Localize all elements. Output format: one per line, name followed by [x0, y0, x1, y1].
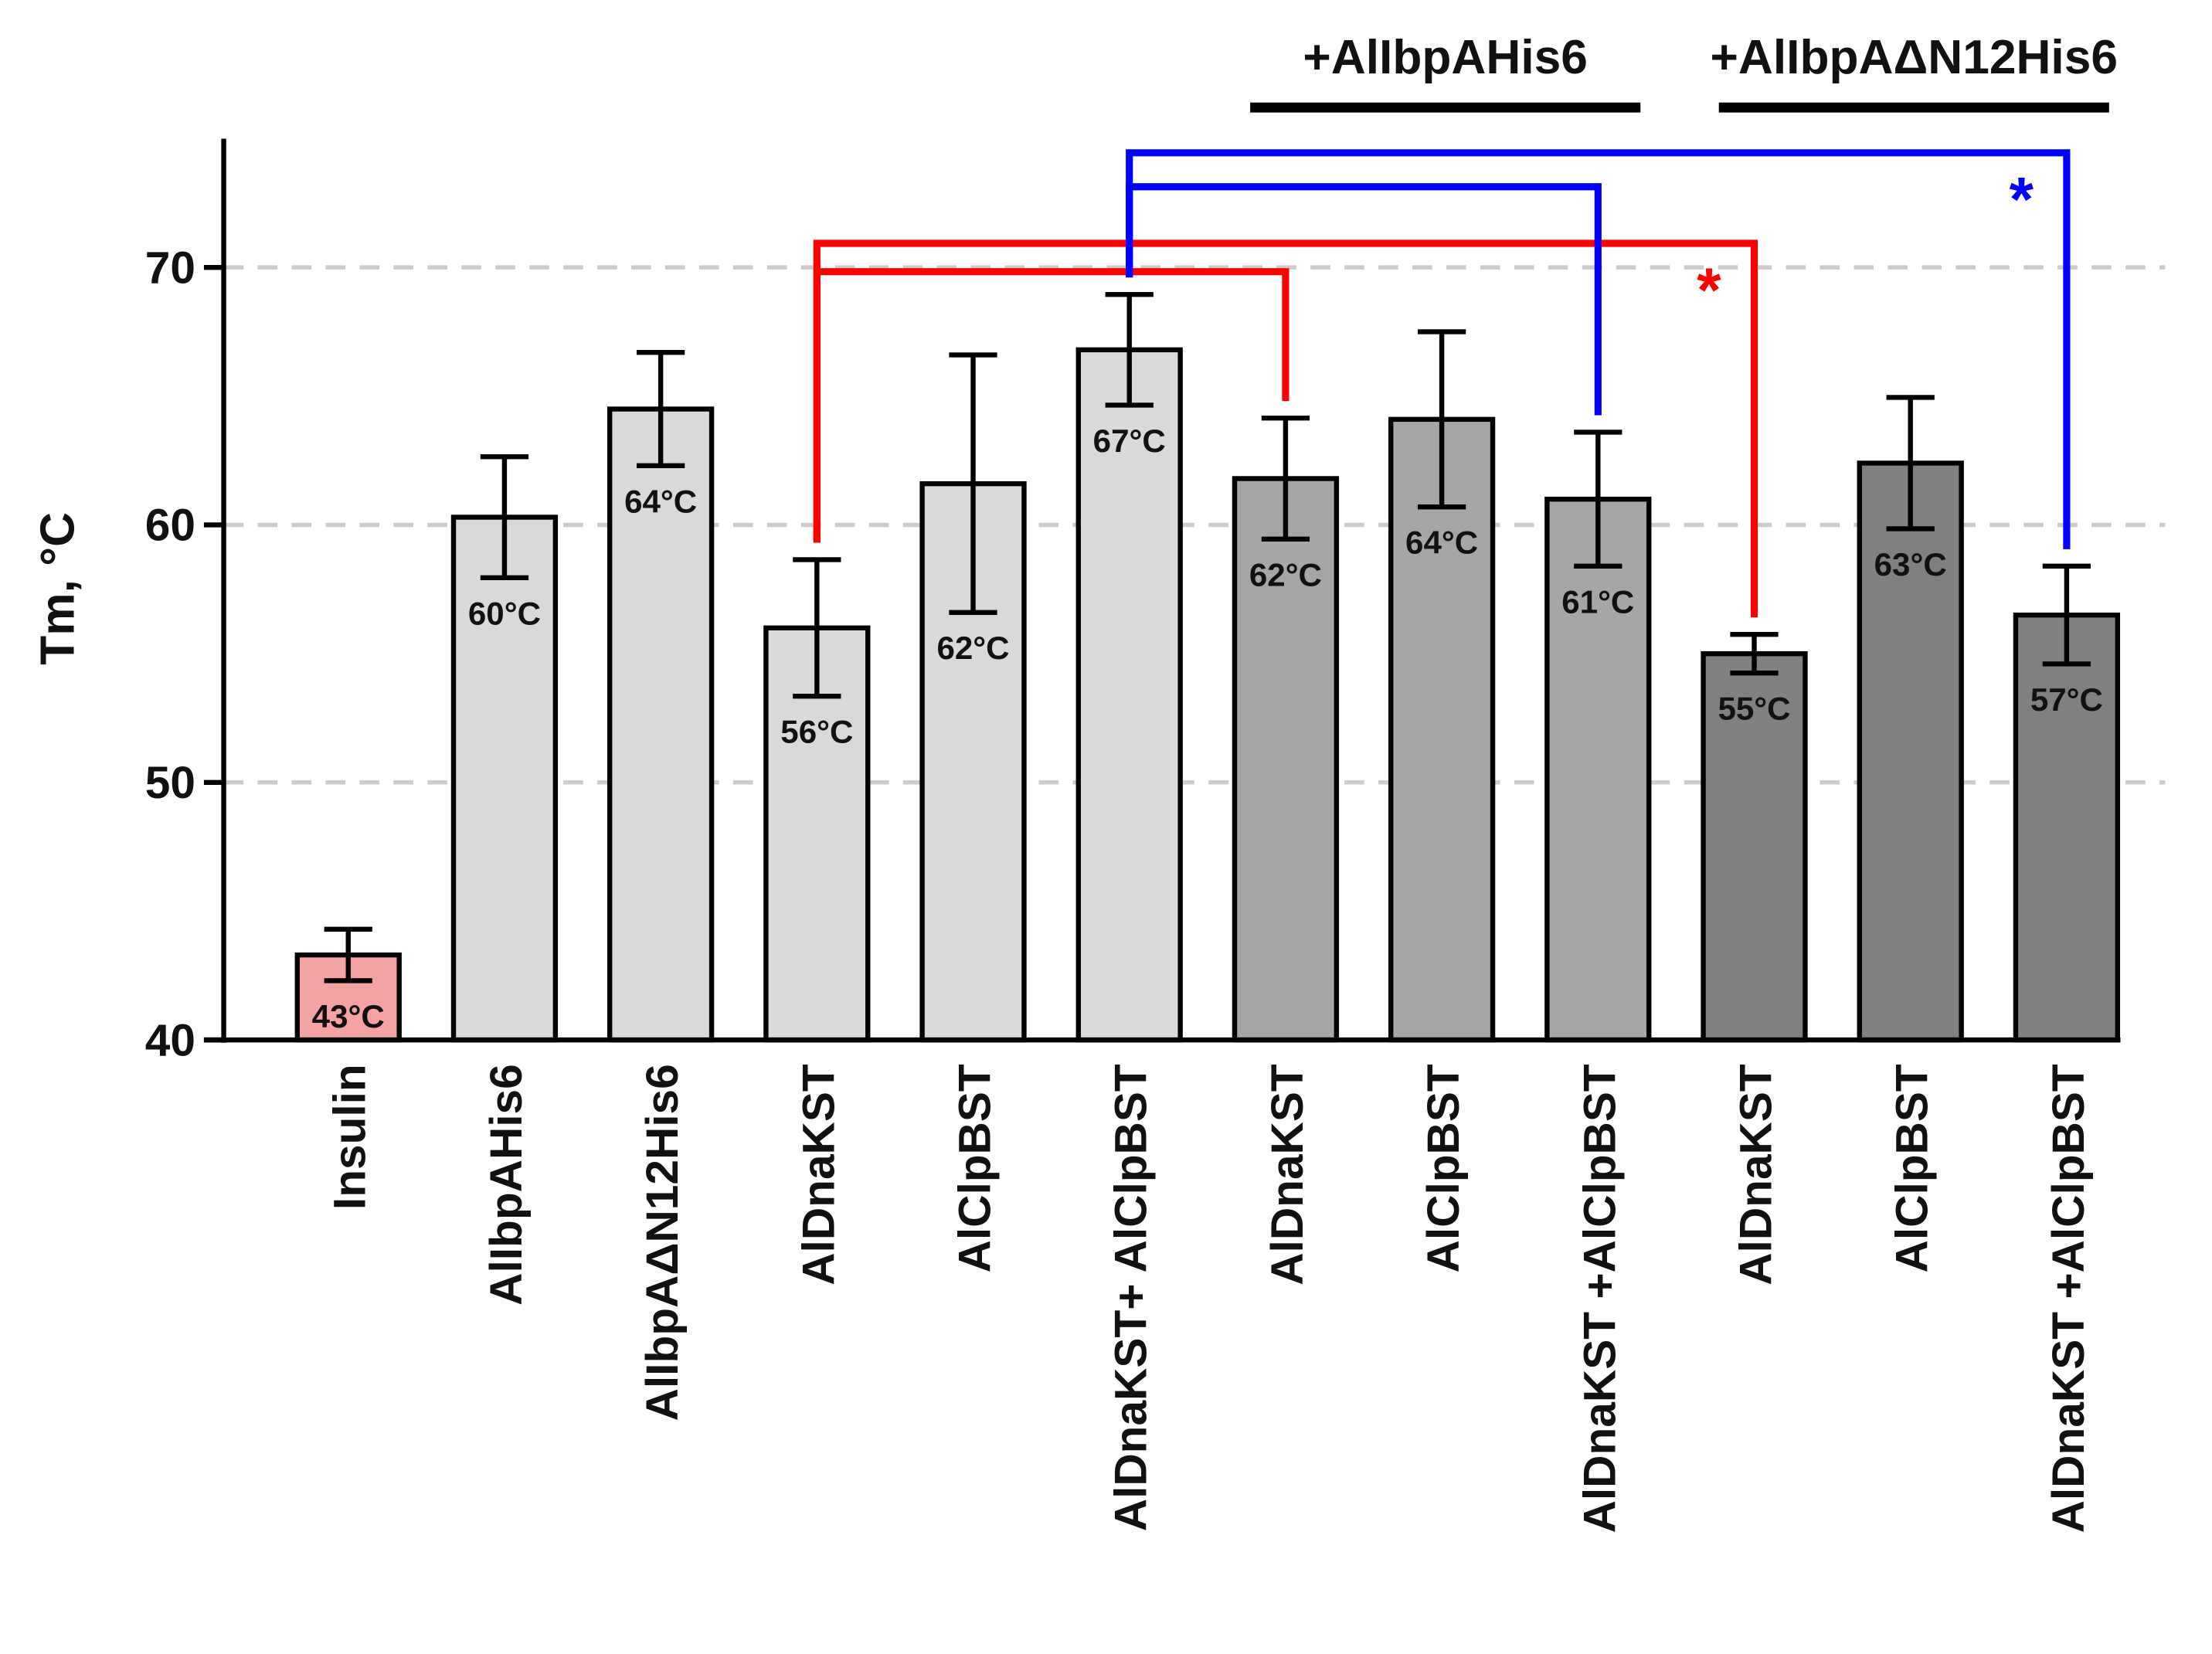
bar: [1232, 476, 1340, 1043]
y-tick-label: 50: [145, 758, 195, 808]
group-label: +AlIbpAΔN12His6: [1711, 31, 2118, 84]
y-axis-label: Tm, °C: [31, 512, 84, 665]
significance-bracket: [813, 239, 1758, 618]
value-label: 60°C: [468, 595, 541, 631]
value-label: 62°C: [936, 630, 1009, 666]
x-tick-label: AlIbpAHis6: [481, 1064, 532, 1306]
significance-mark: *: [1697, 256, 1721, 325]
value-label: 67°C: [1093, 423, 1166, 459]
x-tick-label: AlClpBST: [1419, 1064, 1469, 1272]
x-tick-label: AlDnaKST: [793, 1064, 844, 1286]
bar: [1701, 650, 1808, 1043]
x-tick-label: AlDnaKST +AlClpBST: [1575, 1064, 1625, 1533]
x-tick-label: AlDnaKST: [1262, 1064, 1313, 1286]
bar: [1544, 496, 1652, 1043]
x-tick-label: AlDnaKST: [1731, 1064, 1781, 1286]
y-tick-label: 70: [145, 243, 195, 293]
x-tick-label: AlClpBST: [1888, 1064, 1938, 1272]
value-label: 55°C: [1718, 691, 1790, 727]
value-label: 63°C: [1874, 546, 1947, 582]
x-tick-label: AlIbpAΔN12His6: [637, 1064, 688, 1421]
significance-bracket: [813, 268, 1289, 543]
bar: [2013, 612, 2121, 1043]
significance-mark: *: [2010, 165, 2034, 235]
significance-bracket: [1126, 149, 2071, 549]
value-label: 62°C: [1249, 556, 1322, 593]
value-label: 64°C: [1405, 525, 1478, 561]
bar: [1388, 416, 1496, 1043]
x-tick-label: AlClpBST: [950, 1064, 1001, 1272]
x-tick-label: AlDnaKST +AlClpBST: [2044, 1064, 2094, 1533]
value-label: 56°C: [780, 714, 853, 750]
value-label: 61°C: [1561, 583, 1634, 620]
value-label: 57°C: [2030, 681, 2103, 718]
value-label: 43°C: [312, 998, 385, 1034]
y-tick-label: 60: [145, 501, 195, 551]
y-tick-label: 40: [145, 1015, 195, 1065]
x-tick-label: Insulin: [325, 1064, 375, 1210]
x-tick-label: AlDnaKST+ AlClpBST: [1106, 1064, 1157, 1531]
significance-bracket: [1126, 183, 1602, 416]
value-label: 64°C: [624, 483, 697, 519]
group-label: +AlIbpAHis6: [1303, 31, 1588, 84]
